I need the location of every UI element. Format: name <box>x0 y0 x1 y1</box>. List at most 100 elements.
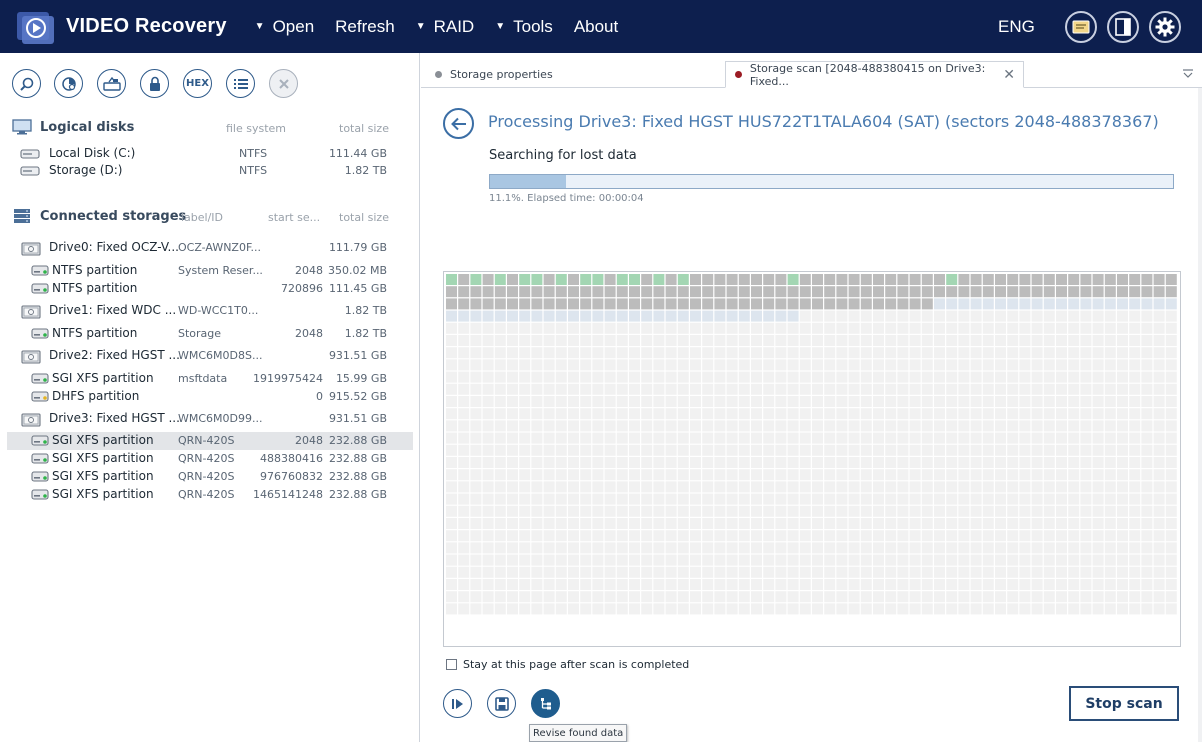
sector-block <box>775 322 787 334</box>
menu-open[interactable]: ▼ Open <box>254 16 315 36</box>
stay-checkbox-row[interactable]: Stay at this page after scan is complete… <box>446 658 689 671</box>
sector-block <box>629 444 640 456</box>
sector-block <box>726 286 738 298</box>
sector-block <box>616 518 628 529</box>
search-button[interactable] <box>12 69 41 98</box>
right-panel-scrollbar[interactable] <box>1198 88 1202 742</box>
sector-block <box>787 347 799 359</box>
sector-block <box>1165 371 1177 383</box>
sector-block <box>921 322 933 334</box>
sector-block <box>982 444 994 456</box>
sector-block <box>1019 408 1031 420</box>
partition-row[interactable]: SGI XFS partition QRN-420S 488380416 232.88… <box>0 450 420 468</box>
sector-block <box>1019 359 1031 371</box>
logical-disk-row[interactable]: Local Disk (C:) NTFS 111.44 GB <box>0 145 420 163</box>
menu-refresh[interactable]: Refresh <box>335 16 395 36</box>
sector-block <box>1153 518 1165 529</box>
sector-block <box>690 493 701 505</box>
sector-block <box>763 444 775 456</box>
scan-progress-fill <box>490 175 566 188</box>
sector-block <box>921 518 933 529</box>
panels-button[interactable] <box>1107 11 1139 43</box>
partition-row[interactable]: SGI XFS partition msftdata 1919975424 15.99… <box>0 370 420 388</box>
sector-block <box>1092 347 1104 359</box>
partition-row[interactable]: SGI XFS partition QRN-420S 976760832 232.88… <box>0 468 420 486</box>
sector-block <box>1092 469 1104 481</box>
sector-map <box>443 271 1181 647</box>
partition-row[interactable]: SGI XFS partition QRN-420S 2048 232.88 GB <box>7 432 413 450</box>
sector-block <box>836 383 848 395</box>
sector-block <box>543 493 555 505</box>
sector-block <box>543 335 555 346</box>
stop-scan-button[interactable]: Stop scan <box>1069 686 1179 721</box>
sector-block <box>1104 591 1116 603</box>
sector-block <box>787 408 799 420</box>
sector-block <box>848 579 860 590</box>
scan-button[interactable] <box>54 69 83 98</box>
drive-row[interactable]: Drive2: Fixed HGST ... WMC6M0D8S... 931.51… <box>0 347 420 365</box>
language-selector[interactable]: ENG <box>998 17 1035 36</box>
lock-button[interactable] <box>140 69 169 98</box>
partition-row[interactable]: NTFS partition System Reser... 2048 350.02 … <box>0 262 420 280</box>
sector-block <box>946 371 958 383</box>
sector-block <box>751 518 762 529</box>
settings-button[interactable] <box>1149 11 1181 43</box>
sector-block <box>763 457 775 468</box>
drive-row[interactable]: Drive1: Fixed WDC ... WD-WCC1T0... 1.82 TB <box>0 302 420 320</box>
sector-block <box>848 566 860 578</box>
tab-storage-properties[interactable]: Storage properties <box>426 61 724 88</box>
sector-block <box>1068 432 1080 444</box>
sector-block <box>482 359 494 371</box>
sector-block <box>970 530 982 542</box>
row-size: 111.45 GB <box>328 282 387 295</box>
menu-raid[interactable]: ▼ RAID <box>415 16 475 36</box>
sector-block <box>958 408 970 420</box>
sector-block <box>824 505 836 517</box>
sector-block <box>946 335 958 346</box>
sector-block <box>787 444 799 456</box>
sector-block <box>958 432 970 444</box>
menu-tools[interactable]: ▼ Tools <box>495 16 553 36</box>
partition-row[interactable]: DHFS partition 0 915.52 GB <box>0 388 420 406</box>
save-scan-button[interactable] <box>487 689 516 718</box>
sector-block <box>1153 579 1165 590</box>
sector-block <box>921 542 933 554</box>
partition-row[interactable]: NTFS partition 720896 111.45 GB <box>0 280 420 298</box>
sector-block <box>885 566 897 578</box>
list-button[interactable] <box>226 69 255 98</box>
drive-row[interactable]: Drive3: Fixed HGST ... WMC6M0D99... 931.51… <box>0 410 420 428</box>
sector-block <box>1019 505 1031 517</box>
sector-block <box>616 457 628 468</box>
resume-button[interactable] <box>443 689 472 718</box>
sector-block <box>982 310 994 322</box>
sector-block <box>653 359 665 371</box>
partition-row[interactable]: SGI XFS partition QRN-420S 1465141248 232.8… <box>0 486 420 504</box>
logical-disk-row[interactable]: Storage (D:) NTFS 1.82 TB <box>0 162 420 180</box>
sector-block <box>946 444 958 456</box>
stay-checkbox[interactable] <box>446 659 457 670</box>
partition-row[interactable]: NTFS partition Storage 2048 1.82 TB <box>0 325 420 343</box>
sector-block <box>714 298 726 310</box>
disk-image-button[interactable] <box>97 69 126 98</box>
close-storage-button[interactable] <box>269 69 298 98</box>
sector-block <box>836 420 848 432</box>
sector-block <box>799 432 811 444</box>
sector-block <box>604 542 616 554</box>
menu-about[interactable]: About <box>573 16 619 36</box>
sector-block <box>787 359 799 371</box>
messages-button[interactable] <box>1065 11 1097 43</box>
tab-list-dropdown-icon[interactable] <box>1182 69 1194 79</box>
drive-row[interactable]: Drive0: Fixed OCZ-V... OCZ-AWNZ0F... 111.7… <box>0 239 420 257</box>
sector-block <box>580 554 592 566</box>
tab-storage-scan[interactable]: Storage scan [2048-488380415 on Drive3: … <box>725 61 1024 88</box>
sector-block <box>482 310 494 322</box>
sector-block <box>799 286 811 298</box>
back-button[interactable] <box>443 108 474 139</box>
sector-block <box>982 298 994 310</box>
sector-block <box>507 469 518 481</box>
revise-found-data-button[interactable] <box>531 689 560 718</box>
tab-close-icon[interactable]: ✕ <box>1003 67 1015 83</box>
sector-block <box>1104 603 1116 615</box>
hex-button[interactable]: HEX <box>183 69 212 98</box>
sector-block <box>714 335 726 346</box>
